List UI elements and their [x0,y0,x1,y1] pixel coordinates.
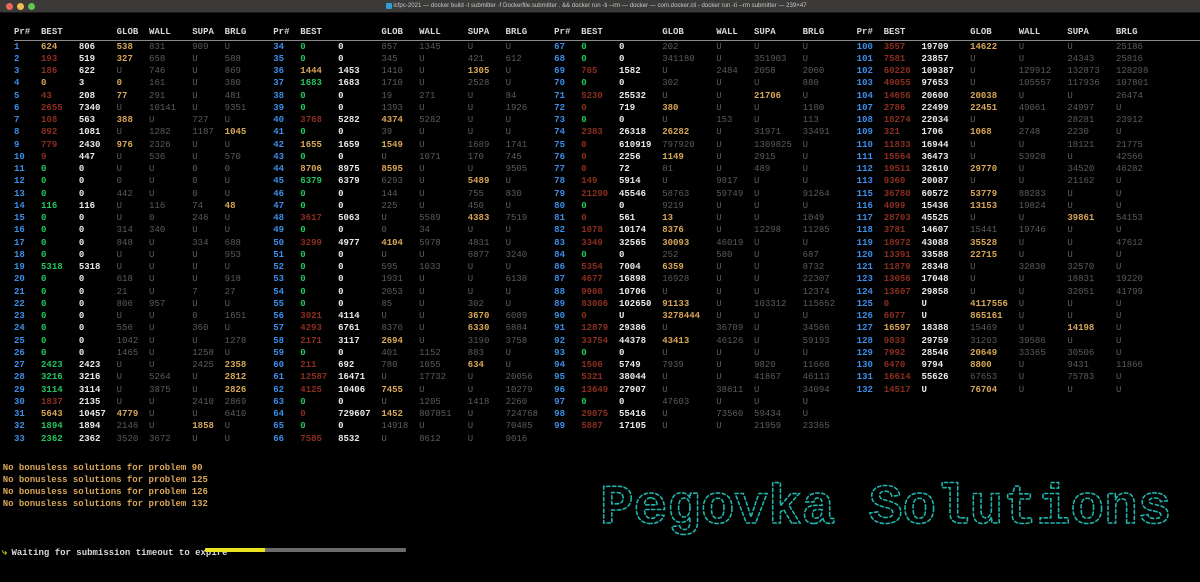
svg-text:Pegovka Solutions: Pegovka Solutions [600,476,1171,540]
